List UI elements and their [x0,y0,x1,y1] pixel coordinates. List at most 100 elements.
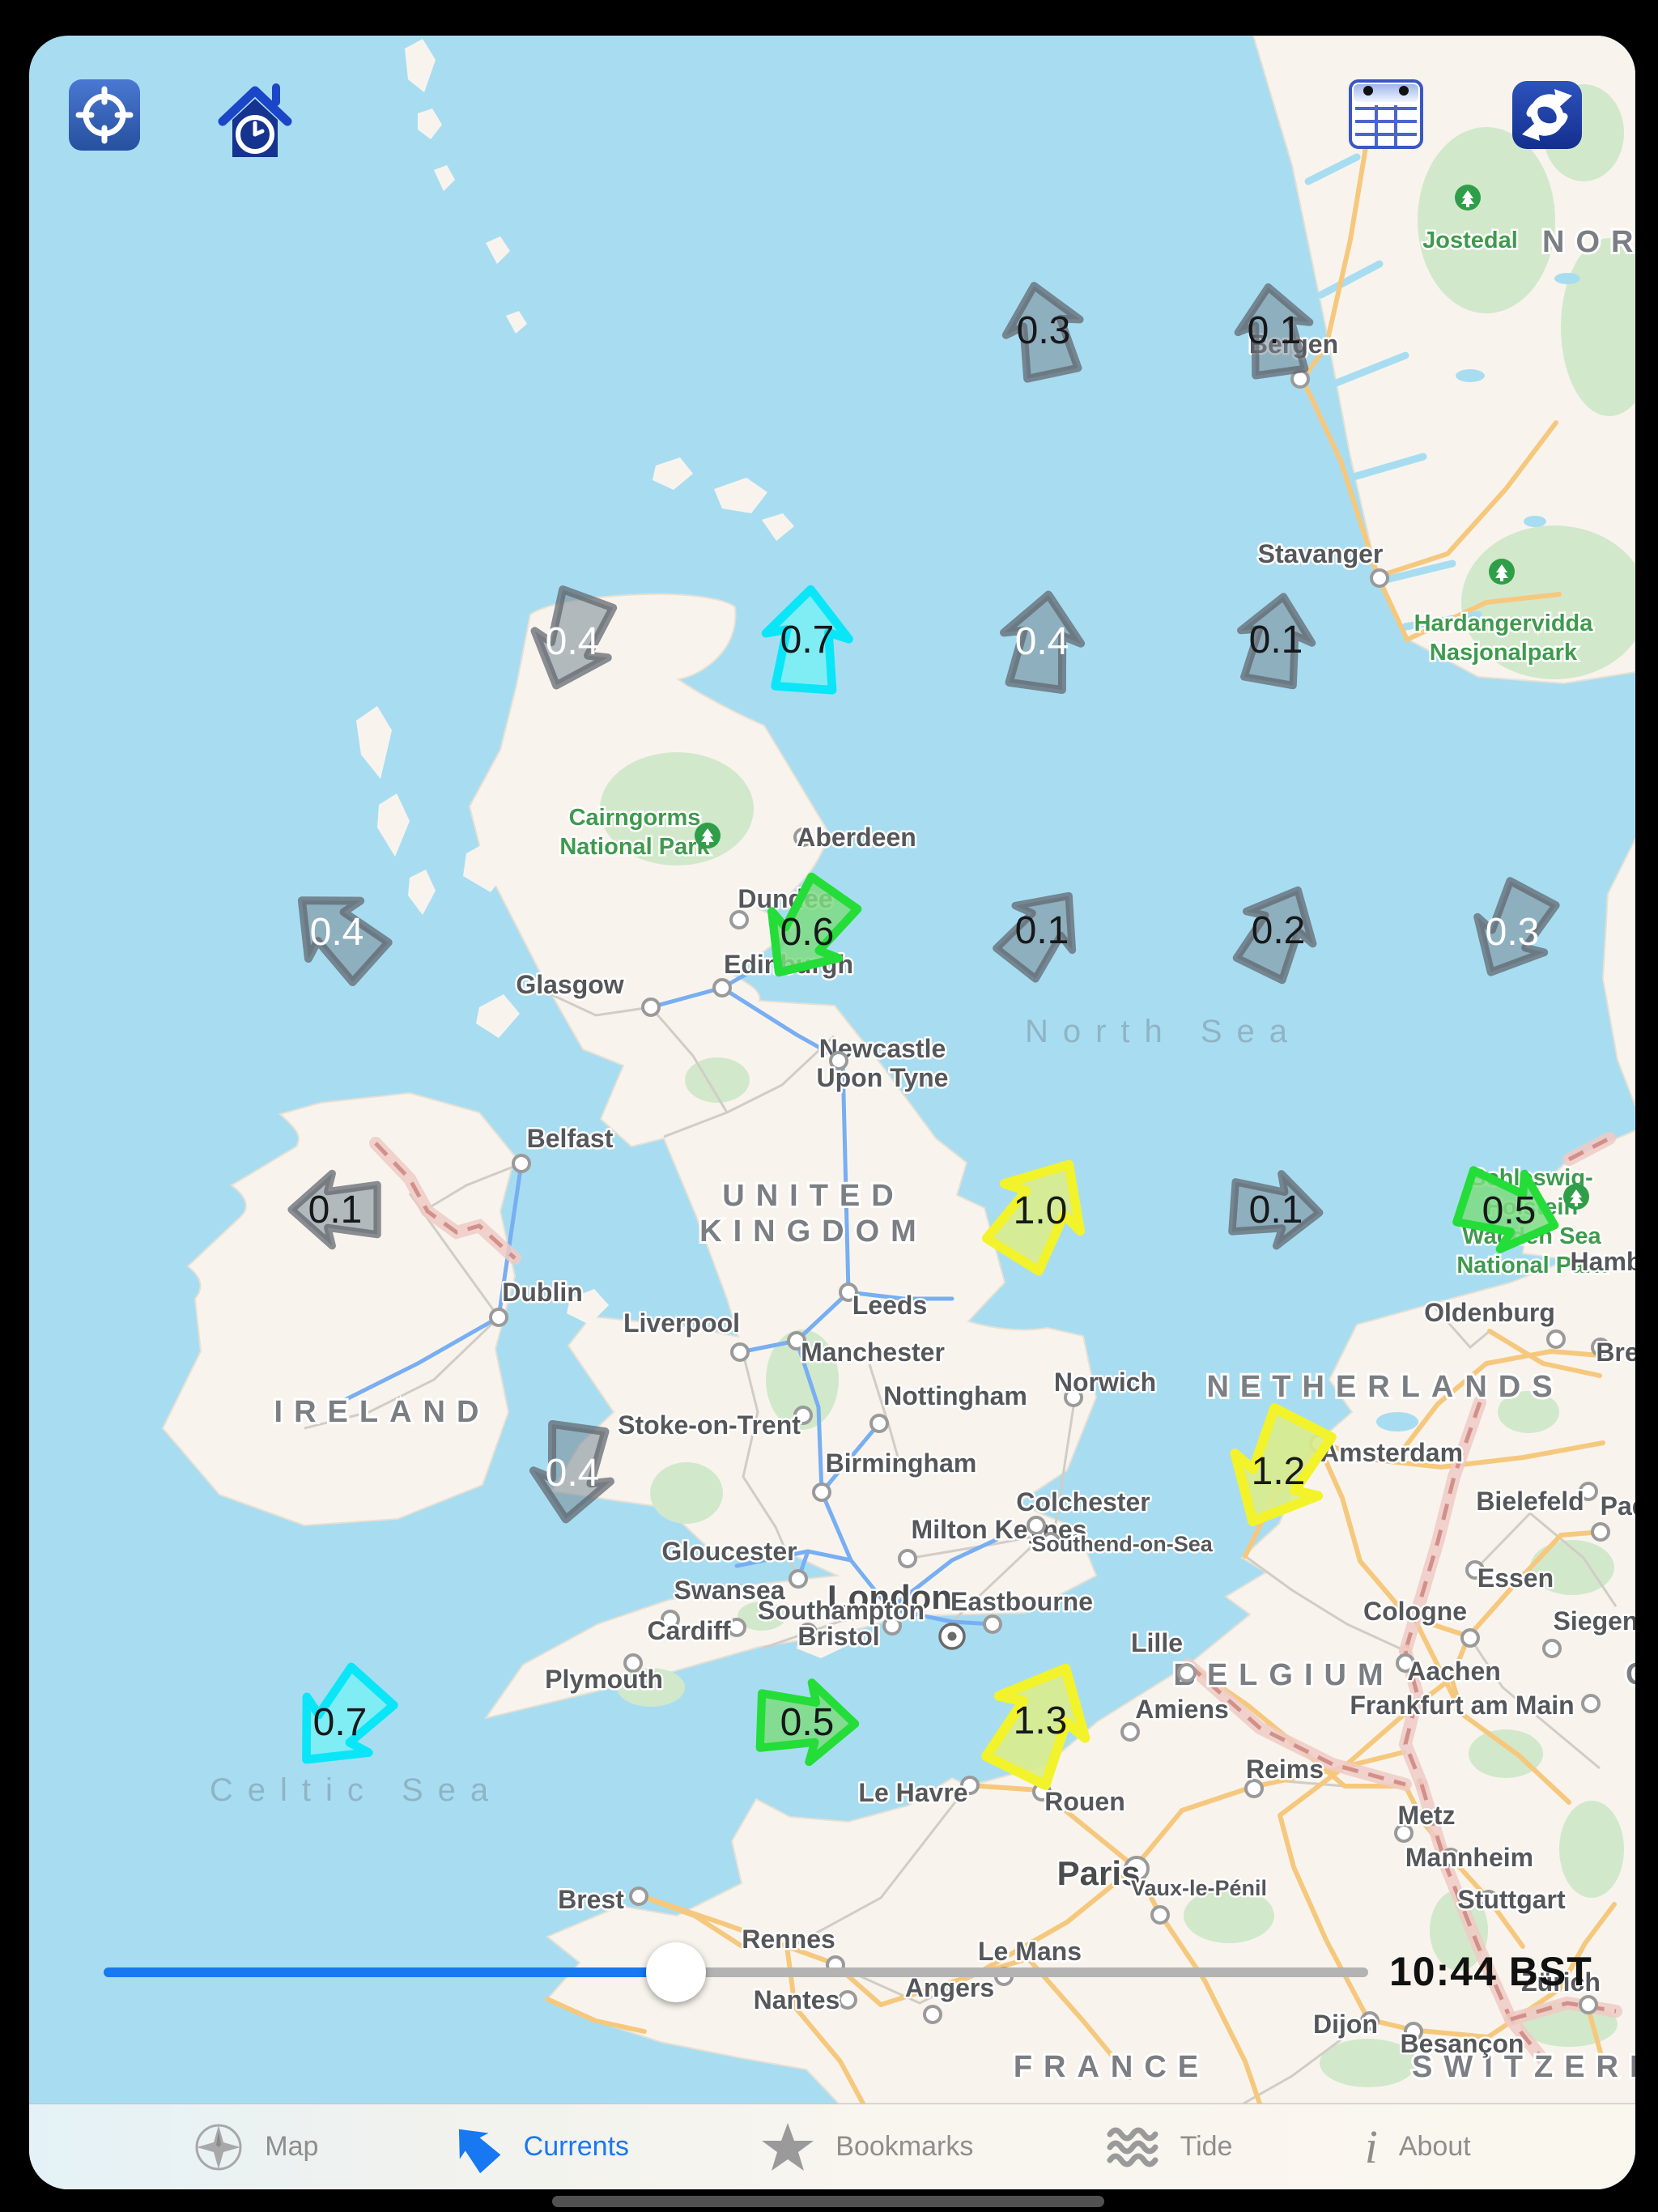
city-label: Essen [1477,1563,1554,1593]
current-arrow[interactable]: 0.1 [1233,590,1319,690]
current-arrow-shape [981,1663,1090,1790]
road-major [1316,1443,1516,1639]
island-land [714,478,767,513]
timeline-handle[interactable] [646,1942,706,2002]
calendar-button[interactable] [1349,79,1423,149]
current-arrow[interactable]: 0.6 [746,870,868,996]
current-arrow[interactable]: 1.2 [1211,1402,1345,1542]
current-speed-value: 1.2 [1252,1450,1306,1493]
park-tree-icon [1455,185,1481,211]
city-dot [829,1051,848,1070]
locate-button[interactable] [69,79,140,151]
road-major [1401,1349,1602,1451]
park-area [1320,2039,1417,2087]
city-label: Aachen [1407,1657,1501,1686]
road-motorway [819,1421,882,1495]
park-area [1498,1391,1559,1433]
road-major [972,1956,1133,2080]
current-speed-value: 0.4 [1015,620,1069,663]
road-major [1511,1529,1605,1588]
city-dot [1064,1388,1083,1407]
country-label: NORWAY [1542,225,1635,259]
city-label: Aberdeen [797,823,916,852]
current-arrow[interactable]: 0.5 [1452,1159,1567,1263]
city-dot [793,827,813,847]
lake [1456,369,1485,382]
timeline-time: 10:44 BST [1389,1949,1592,1994]
current-arrow[interactable]: 0.2 [1226,874,1331,985]
home-indicator[interactable] [552,2196,1104,2207]
tab-about[interactable]: i About [1365,2123,1471,2171]
country-label: IRELAND [274,1395,491,1429]
home-time-button[interactable] [215,78,295,162]
road-motorway [648,985,725,1010]
city-dot [1546,1329,1566,1349]
current-speed-value: 0.4 [310,911,364,954]
city-dot [1177,1663,1197,1682]
current-arrow[interactable]: 0.1 [988,874,1098,986]
current-arrow-shape [287,1169,381,1250]
city-dot [839,1283,858,1302]
current-arrow[interactable]: 0.1 [1228,1170,1324,1250]
city-dot [1150,1905,1170,1925]
tab-map[interactable]: Map [193,2122,318,2172]
park-area [738,1602,786,1631]
island-land [506,311,527,334]
current-arrow[interactable]: 0.1 [287,1169,381,1250]
country-label: NETHERLANDS [1206,1370,1563,1404]
city-label: Rennes [742,1925,835,1954]
city-dot [489,1308,508,1327]
island-land [408,870,436,915]
city-dot [1394,1823,1414,1843]
current-arrow[interactable]: 0.7 [275,1658,403,1787]
city-label: Vaux-le-Pénil [1131,1876,1267,1900]
current-arrow[interactable]: 0.4 [997,589,1087,695]
city-label: Leeds [852,1291,927,1320]
city-label: Cardiff [647,1616,730,1645]
park-area [1184,1888,1274,1943]
current-arrow-shape [1228,1170,1324,1250]
city-label: Nantes [754,1985,840,2014]
tab-currents[interactable]: Currents [451,2121,629,2173]
current-arrow[interactable]: 0.4 [527,1419,617,1525]
tab-bookmarks[interactable]: Bookmarks [761,2121,973,2173]
road-minor [663,1035,835,1138]
sea-label: North Sea [1025,1014,1302,1049]
tab-bookmarks-label: Bookmarks [835,2131,974,2162]
city-label: Dublin [502,1278,583,1307]
compass-icon [193,2122,244,2172]
current-arrow[interactable]: 0.4 [520,585,624,699]
road-motorway [794,1338,824,1495]
city-label: Dijon [1313,2010,1378,2039]
city-label: Liverpool [623,1308,740,1338]
country-label: SWITZERLAND [1412,2050,1635,2084]
current-arrow[interactable]: 0.3 [997,278,1090,383]
tab-bar: Map Currents Bookmarks [29,2104,1635,2189]
city-label: Southampton [758,1596,925,1625]
city-label: Stavanger [1258,539,1384,568]
border-line [374,1142,517,1260]
current-arrow[interactable]: 1.3 [973,1648,1109,1792]
park-area [1418,127,1555,313]
current-arrow[interactable]: 0.4 [276,872,397,992]
road-motorway [496,1161,524,1320]
city-label: Norwich [1054,1368,1156,1397]
road-major [1278,1634,1471,1818]
current-arrow[interactable]: 0.7 [761,585,853,695]
current-arrow[interactable]: 0.1 [1232,282,1316,380]
current-arrow[interactable]: 0.3 [1457,875,1566,989]
road-minor [788,1784,970,1950]
city-label: Glasgow [516,970,623,999]
city-dot [1591,1522,1610,1542]
road-minor [907,1532,1050,1560]
border-line [1187,1663,1406,1787]
island-land [356,706,392,779]
lake [1376,1412,1418,1431]
tab-tide[interactable]: Tide [1106,2125,1232,2170]
refresh-button[interactable] [1512,81,1582,149]
country-label: KINGDOM [699,1214,928,1249]
current-arrow[interactable]: 0.5 [755,1678,860,1767]
current-arrow[interactable]: 1.0 [975,1141,1107,1278]
city-label: Lille [1131,1628,1183,1657]
